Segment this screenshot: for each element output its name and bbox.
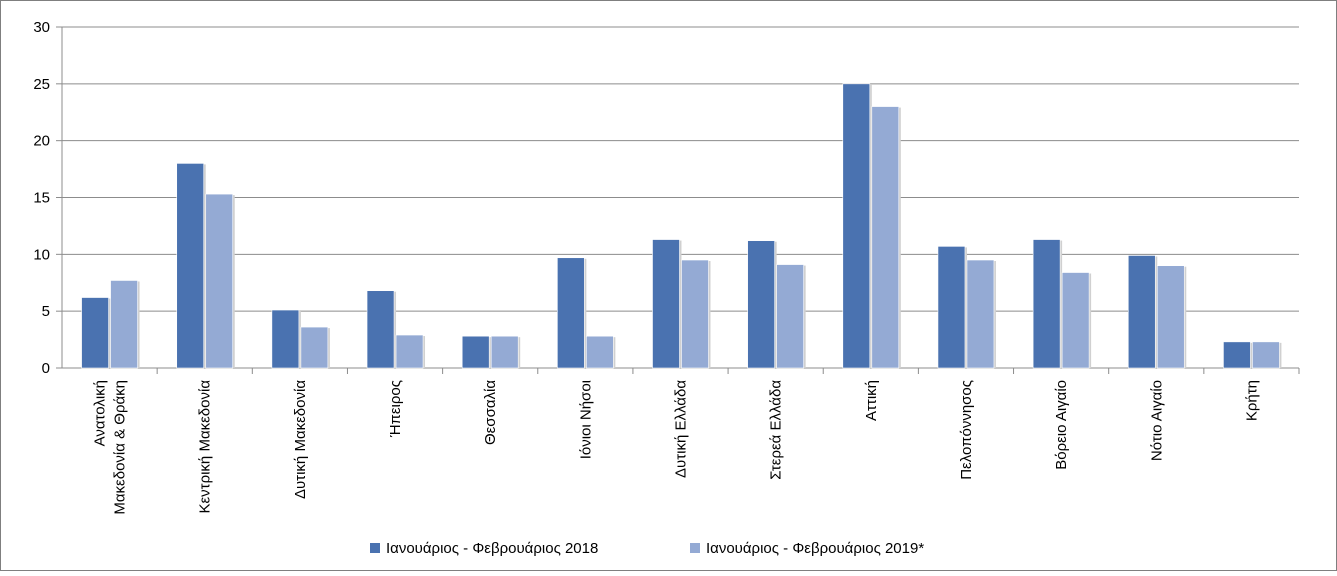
legend-swatch bbox=[690, 543, 700, 553]
x-category-label: Ήπειρος bbox=[387, 380, 404, 438]
x-category-label-line: Ιόνιοι Νήσοι bbox=[577, 380, 594, 459]
x-category-label-line: Πελοπόννησος bbox=[958, 380, 975, 480]
x-category-label-line: Κρήτη bbox=[1243, 380, 1260, 421]
x-category-label: Δυτική Μακεδονία bbox=[292, 380, 309, 499]
y-tick-label: 5 bbox=[42, 303, 50, 320]
x-category-label: Στερεά Ελλάδα bbox=[768, 380, 785, 480]
bar-series-2 bbox=[1062, 273, 1089, 368]
bar-series-2 bbox=[1252, 342, 1279, 368]
x-category-label-line: Στερεά Ελλάδα bbox=[768, 380, 785, 480]
bar-series-2 bbox=[682, 260, 709, 368]
bar-series-1 bbox=[272, 310, 299, 368]
x-category-label: Βόρειο Αιγαίο bbox=[1053, 380, 1070, 470]
x-category-label-line: Δυτική Ελλάδα bbox=[673, 380, 690, 478]
x-category-label: Αττική bbox=[863, 380, 880, 421]
x-category-label: Ιόνιοι Νήσοι bbox=[577, 380, 594, 459]
bar-series-1 bbox=[367, 291, 394, 368]
bar-series-2 bbox=[301, 327, 328, 368]
y-tick-label: 0 bbox=[42, 360, 50, 377]
x-category-label: Πελοπόννησος bbox=[958, 380, 975, 480]
x-category-label-line: Μακεδονία & Θράκη bbox=[112, 380, 129, 515]
bar-series-2 bbox=[1157, 266, 1184, 368]
bar-series-1 bbox=[1223, 342, 1250, 368]
bar-series-2 bbox=[967, 260, 994, 368]
y-tick-label: 20 bbox=[33, 133, 50, 150]
legend-swatch bbox=[370, 543, 380, 553]
bar-series-2 bbox=[396, 335, 423, 368]
legend-label: Ιανουάριος - Φεβρουάριος 2018 bbox=[386, 540, 598, 557]
x-category-label: Θεσσαλία bbox=[482, 380, 499, 445]
x-category-label-line: Αττική bbox=[863, 380, 880, 421]
bar-series-2 bbox=[111, 280, 138, 368]
bar-series-2 bbox=[206, 194, 233, 368]
bar-series-2 bbox=[586, 336, 613, 368]
y-tick-label: 15 bbox=[33, 190, 50, 207]
x-category-label-line: Κεντρική Μακεδονία bbox=[197, 380, 214, 514]
x-category-label-line: Νότιο Αιγαίο bbox=[1148, 380, 1165, 461]
bar-series-1 bbox=[748, 241, 775, 368]
bar-series-2 bbox=[491, 336, 518, 368]
x-category-label: Δυτική Ελλάδα bbox=[673, 380, 690, 478]
x-category-label: Κρήτη bbox=[1243, 380, 1260, 421]
x-category-label-line: Θεσσαλία bbox=[482, 380, 499, 445]
y-tick-label: 25 bbox=[33, 76, 50, 93]
y-tick-label: 30 bbox=[33, 19, 50, 36]
bar-series-1 bbox=[82, 298, 109, 368]
bar-series-1 bbox=[843, 84, 870, 368]
x-category-label-line: Ανατολική bbox=[92, 380, 109, 446]
x-category-label-line: Δυτική Μακεδονία bbox=[292, 380, 309, 499]
bar-series-1 bbox=[462, 336, 489, 368]
x-category-label: Νότιο Αιγαίο bbox=[1148, 380, 1165, 461]
bar-series-1 bbox=[653, 240, 680, 368]
x-category-label-line: Βόρειο Αιγαίο bbox=[1053, 380, 1070, 470]
y-tick-label: 10 bbox=[33, 246, 50, 263]
bar-series-2 bbox=[872, 107, 899, 368]
bar-series-2 bbox=[777, 265, 804, 368]
bar-series-1 bbox=[1033, 240, 1060, 368]
legend-label: Ιανουάριος - Φεβρουάριος 2019* bbox=[706, 540, 924, 557]
bar-series-1 bbox=[938, 246, 965, 368]
bar-series-1 bbox=[177, 163, 204, 368]
bar-series-1 bbox=[1128, 255, 1155, 368]
bar-series-1 bbox=[557, 258, 584, 368]
x-category-label-line: Ήπειρος bbox=[387, 380, 404, 438]
x-category-label: Κεντρική Μακεδονία bbox=[197, 380, 214, 514]
